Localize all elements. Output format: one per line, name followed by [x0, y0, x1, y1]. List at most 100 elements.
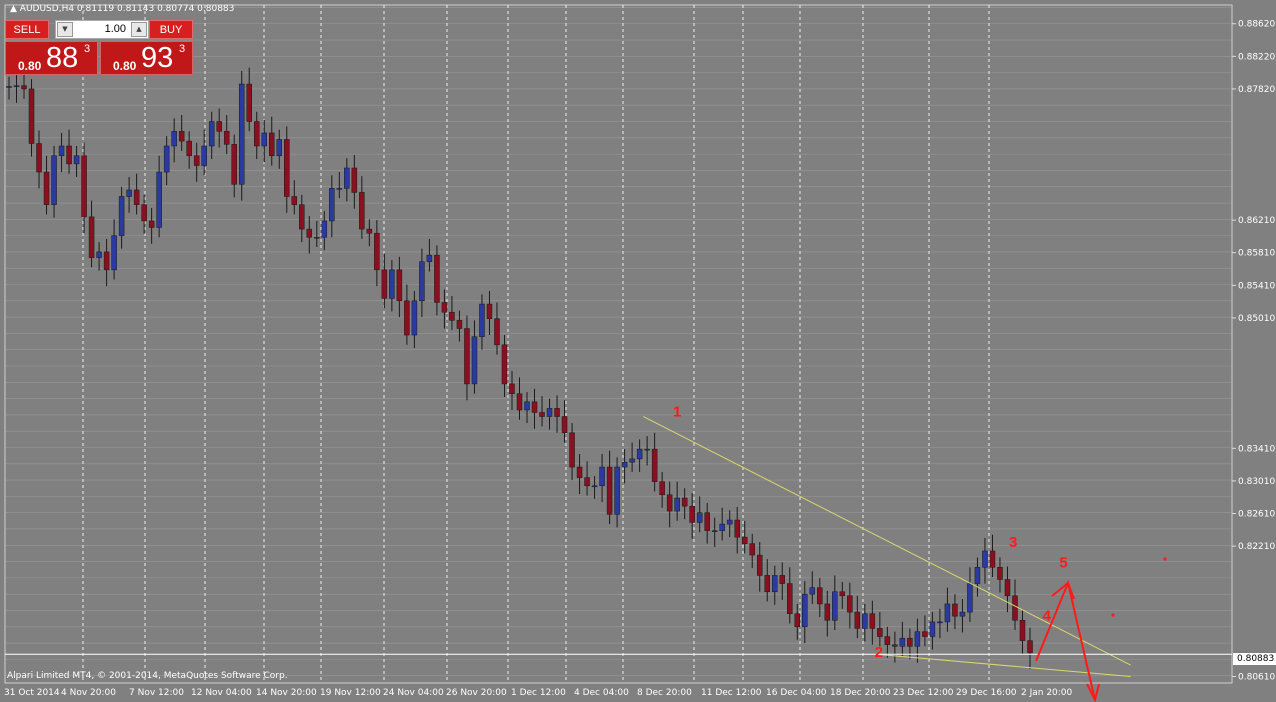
candle-body [922, 631, 928, 637]
y-tick-label: 0.82210 [1238, 542, 1275, 552]
candle-body [869, 613, 876, 629]
candle-body [802, 593, 808, 628]
buy-quote[interactable]: 0.80 93 3 [100, 41, 193, 75]
candle-body [441, 302, 448, 313]
candle-body [6, 86, 12, 88]
candle-body [531, 401, 538, 413]
candle-body [907, 637, 913, 647]
x-tick-label: 31 Oct 2014 [4, 688, 60, 698]
candle-body [704, 512, 710, 531]
x-tick-label: 7 Nov 12:00 [129, 688, 184, 698]
candle-body [666, 494, 673, 512]
candle-body [344, 167, 350, 189]
candle-body [636, 448, 643, 460]
candle-body [314, 236, 320, 239]
candle-body [644, 448, 650, 451]
candle-body [726, 519, 733, 525]
y-tick-label: 0.88620 [1238, 20, 1275, 30]
trendline[interactable] [643, 416, 1131, 666]
x-tick-label: 4 Nov 20:00 [61, 688, 116, 698]
candle-body [952, 603, 958, 617]
y-tick-label: 0.85010 [1238, 314, 1275, 324]
candle-body [359, 192, 365, 230]
candle-body [862, 613, 868, 629]
triangle-icon: ▲ [10, 4, 20, 14]
candle-body [914, 631, 921, 647]
candle-body [944, 603, 951, 623]
candle-body [193, 155, 200, 166]
candle-body [306, 228, 313, 238]
candle-body [772, 575, 778, 592]
buy-quote-big: 93 [141, 42, 174, 74]
candle-body [178, 131, 185, 142]
candle-body [396, 269, 403, 302]
trendline[interactable] [878, 653, 1131, 677]
candle-body [223, 131, 230, 145]
x-tick-label: 23 Dec 12:00 [893, 688, 954, 698]
sell-quote[interactable]: 0.80 88 3 [5, 41, 98, 75]
candle-body [329, 188, 335, 222]
candle-body [899, 637, 906, 647]
candle-body [141, 204, 147, 222]
candle-body [621, 461, 628, 468]
candle-body [629, 458, 635, 463]
candle-body [599, 466, 605, 487]
increase-lot-icon[interactable]: ▲ [131, 22, 147, 37]
candle-body [817, 587, 823, 605]
candle-body [982, 550, 988, 568]
candle-body [659, 481, 665, 496]
candle-body [584, 477, 590, 487]
candle-body [839, 591, 846, 597]
candle-body [711, 530, 718, 532]
x-tick-label: 26 Nov 20:00 [446, 688, 507, 698]
wave-label: 4 [1043, 607, 1052, 624]
x-tick-label: 14 Nov 20:00 [256, 688, 317, 698]
buy-button[interactable]: BUY [149, 20, 193, 39]
candle-body [479, 303, 485, 337]
candle-body [989, 550, 996, 568]
candle-body [419, 261, 425, 302]
candle-body [381, 269, 388, 299]
candle-body [43, 171, 50, 205]
candle-body [959, 611, 966, 617]
candle-body [336, 188, 343, 190]
candle-body [284, 139, 290, 197]
candle-body [832, 591, 838, 621]
candle-body [606, 466, 613, 515]
candle-body [96, 251, 102, 258]
y-tick-label: 0.86210 [1238, 216, 1275, 226]
sell-button[interactable]: SELL [5, 20, 49, 39]
candle-body [486, 303, 493, 319]
candle-body [171, 131, 177, 147]
candle-body [449, 311, 455, 321]
candle-body [208, 121, 215, 147]
candle-body [36, 143, 42, 173]
symbol-line: AUDUSD,H4 0.81119 0.81143 0.80774 0.8088… [19, 4, 235, 14]
current-price-label: 0.80883 [1233, 653, 1276, 665]
candle-body [111, 235, 117, 271]
candle-body [689, 505, 695, 523]
candle-body [58, 145, 65, 157]
candle-body [73, 155, 80, 165]
candle-body [426, 254, 433, 262]
decrease-lot-icon[interactable]: ▼ [57, 22, 73, 37]
candle-body [246, 83, 252, 122]
candle-body [261, 132, 267, 147]
candle-body [216, 121, 222, 132]
candle-body [238, 83, 245, 185]
candle-body [103, 251, 110, 271]
candle-body [1004, 579, 1011, 597]
lot-size-value[interactable]: 1.00 [104, 23, 126, 35]
sell-quote-prefix: 0.80 [18, 59, 42, 73]
candle-body [681, 497, 688, 507]
candle-body [569, 432, 575, 468]
candle-body [794, 613, 801, 628]
lot-size-stepper[interactable]: ▼ 1.00 ▲ [55, 20, 149, 39]
candle-body [929, 621, 936, 637]
annotation-dot [1163, 557, 1167, 561]
candle-body [719, 523, 725, 531]
candle-body [321, 220, 328, 238]
candle-body [411, 300, 418, 336]
